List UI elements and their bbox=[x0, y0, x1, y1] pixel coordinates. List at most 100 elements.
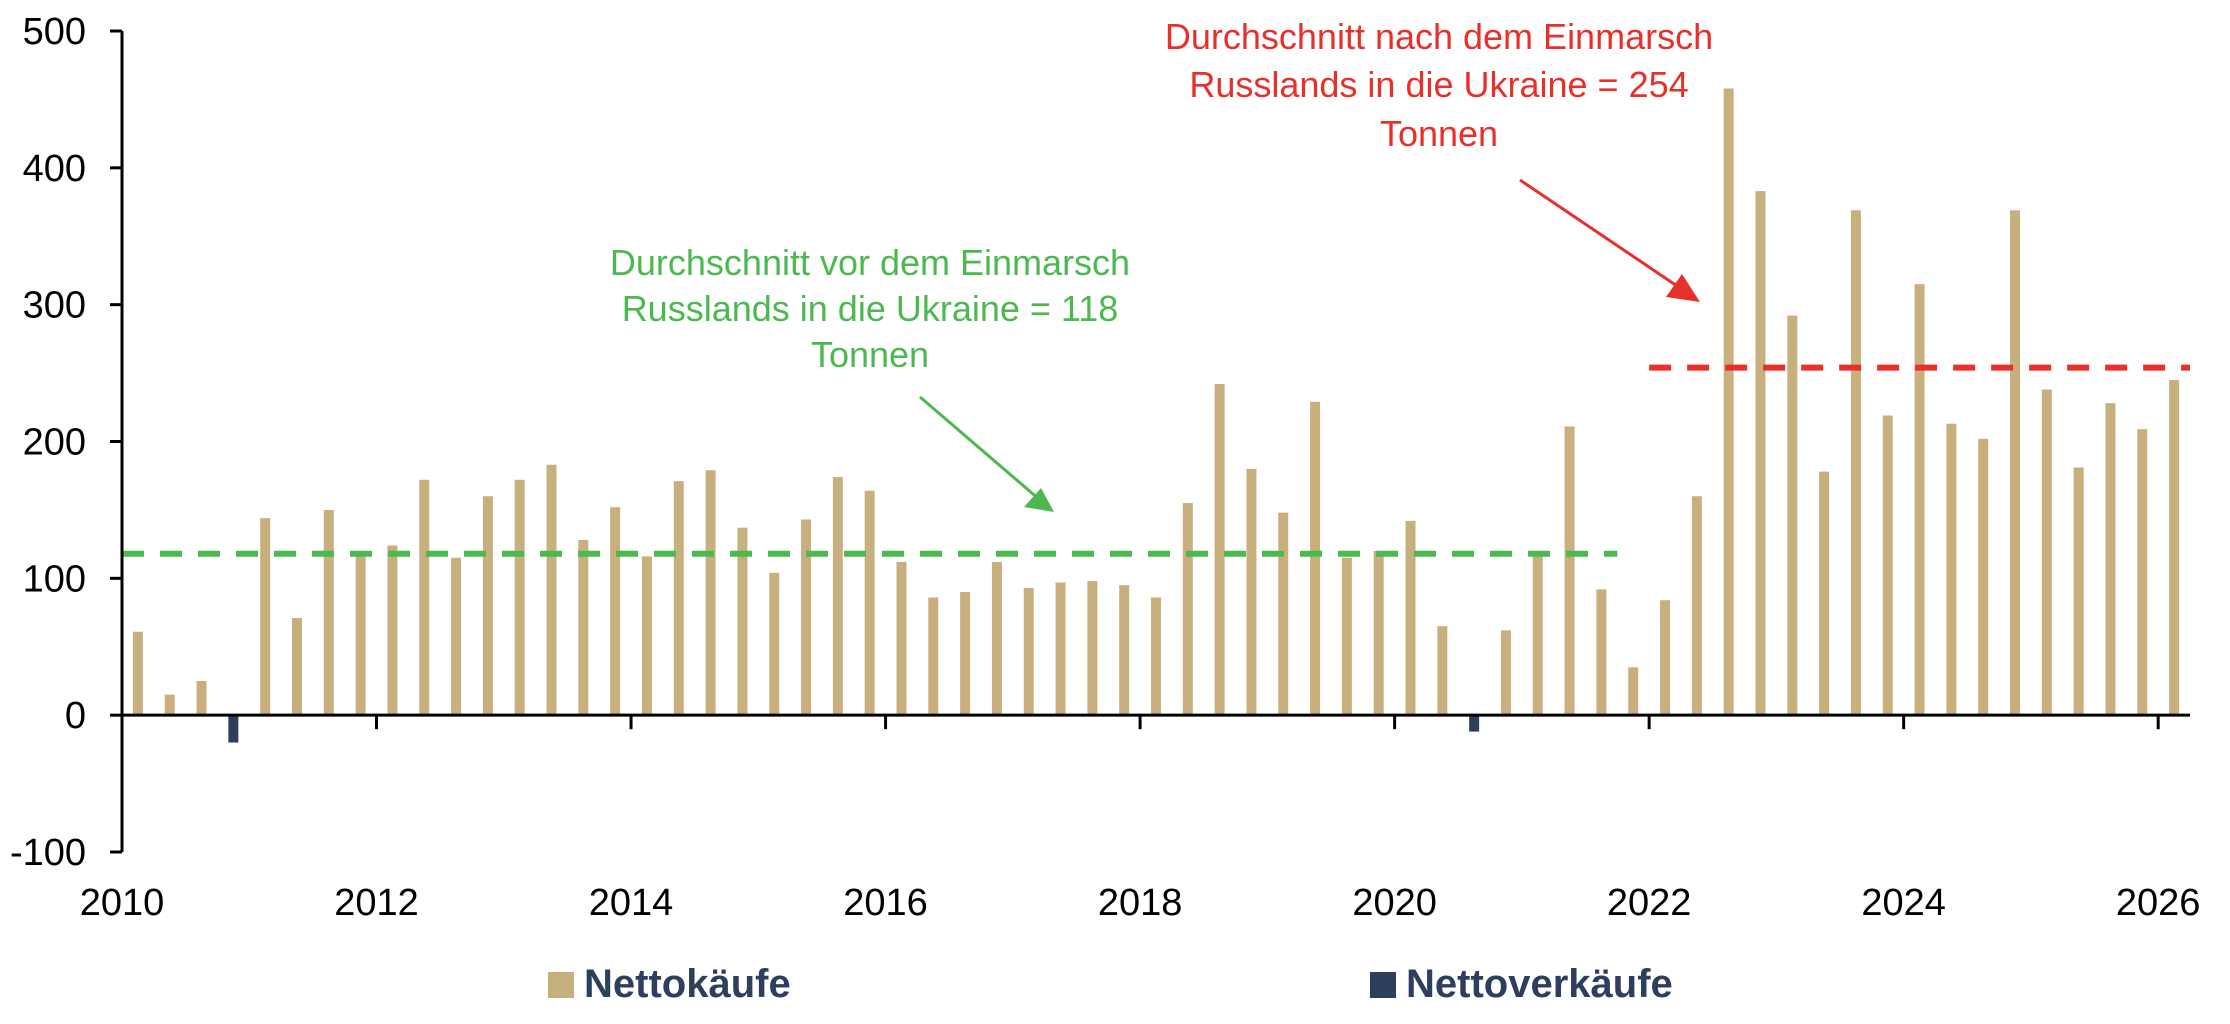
bar-net-purchases bbox=[2169, 379, 2180, 716]
bars-group bbox=[132, 88, 2180, 743]
bar-net-purchases bbox=[1978, 438, 1989, 716]
bar-net-purchases bbox=[1660, 600, 1671, 716]
bar-net-purchases bbox=[260, 518, 271, 716]
bar-net-purchases bbox=[1628, 667, 1639, 716]
average-lines bbox=[122, 364, 2190, 557]
bar-net-purchases bbox=[546, 464, 557, 716]
bar-net-purchases bbox=[1500, 630, 1511, 716]
post-annotation-line-1: Durchschnitt nach dem Einmarsch bbox=[1165, 16, 1713, 57]
bar-net-purchases bbox=[2041, 389, 2052, 716]
bar-net-purchases bbox=[482, 496, 493, 716]
bar-net-purchases bbox=[1278, 512, 1289, 716]
post-annotation-arrow-line bbox=[1519, 178, 1681, 290]
bar-net-purchases bbox=[801, 519, 812, 716]
bar-net-purchases bbox=[705, 470, 716, 716]
bar-net-purchases bbox=[1819, 471, 1830, 716]
legend-label-net-sales: Nettoverkäufe bbox=[1406, 962, 1673, 1006]
bar-net-purchases bbox=[578, 540, 589, 716]
x-tick-label: 2012 bbox=[334, 882, 419, 924]
bar-net-purchases bbox=[387, 545, 398, 716]
x-tick-label: 2010 bbox=[80, 882, 165, 924]
bar-net-purchases bbox=[1691, 496, 1702, 716]
post-annotation-arrowhead bbox=[1666, 274, 1700, 302]
x-tick-label: 2016 bbox=[843, 882, 928, 924]
legend-swatch-net-sales bbox=[1370, 971, 1396, 998]
x-tick-label: 2014 bbox=[589, 882, 674, 924]
pre-annotation-line-3: Tonnen bbox=[811, 334, 929, 375]
bar-net-purchases bbox=[1723, 88, 1734, 716]
bar-net-purchases bbox=[737, 527, 748, 716]
bar-net-purchases bbox=[1246, 468, 1257, 716]
post-annotation-line-2: Russlands in die Ukraine = 254 bbox=[1189, 64, 1688, 105]
y-tick-label: 300 bbox=[23, 285, 86, 327]
bar-net-purchases bbox=[355, 552, 366, 716]
bar-net-purchases bbox=[1946, 423, 1957, 716]
bar-net-purchases bbox=[769, 572, 780, 716]
bar-net-purchases bbox=[2137, 429, 2148, 716]
bar-net-purchases bbox=[1914, 284, 1925, 716]
y-tick-label: 100 bbox=[23, 558, 86, 600]
x-tick-label: 2020 bbox=[1352, 882, 1437, 924]
y-tick-label: 500 bbox=[23, 11, 86, 53]
legend-net-sales: Nettoverkäufe bbox=[1370, 962, 1673, 1007]
bar-net-purchases bbox=[2010, 210, 2021, 716]
bar-net-purchases bbox=[1087, 581, 1098, 716]
bar-net-purchases bbox=[1787, 315, 1798, 716]
x-axis-ticks: 2010 2012 2014 2016 2018 2020 2022 2024 2026 bbox=[80, 715, 2201, 924]
bar-net-purchases bbox=[1882, 415, 1893, 716]
bar-net-purchases bbox=[1310, 401, 1321, 716]
bar-net-purchases bbox=[864, 490, 875, 716]
bar-net-purchases bbox=[291, 618, 302, 716]
bar-net-purchases bbox=[323, 509, 334, 716]
axes bbox=[120, 31, 2190, 852]
y-tick-label: -100 bbox=[10, 832, 86, 874]
bar-net-purchases bbox=[1341, 557, 1352, 716]
bar-net-purchases bbox=[960, 592, 971, 716]
legend-label-net-purchases: Nettokäufe bbox=[584, 962, 791, 1006]
bar-net-purchases bbox=[928, 597, 939, 716]
bar-net-purchases bbox=[1023, 587, 1034, 716]
bar-net-purchases bbox=[641, 556, 652, 716]
bar-net-purchases bbox=[2105, 403, 2116, 716]
bar-net-purchases bbox=[1373, 550, 1384, 716]
pre-annotation-arrowhead bbox=[1024, 488, 1054, 512]
post-invasion-annotation: Durchschnitt nach dem Einmarsch Russland… bbox=[1165, 16, 1713, 302]
bar-net-purchases bbox=[1055, 582, 1066, 716]
x-tick-label: 2024 bbox=[1861, 882, 1946, 924]
y-axis-ticks: 500 400 300 200 100 0 -100 bbox=[10, 11, 122, 874]
x-tick-label: 2026 bbox=[2116, 882, 2201, 924]
bar-net-purchases bbox=[991, 561, 1002, 716]
bar-net-sales bbox=[228, 715, 239, 743]
x-tick-label: 2022 bbox=[1607, 882, 1692, 924]
bar-net-purchases bbox=[451, 557, 462, 716]
bar-net-purchases bbox=[896, 561, 907, 716]
bar-net-purchases bbox=[132, 631, 143, 716]
bar-net-purchases bbox=[1437, 626, 1448, 716]
bar-net-purchases bbox=[1182, 503, 1193, 716]
bar-net-purchases bbox=[1755, 191, 1766, 716]
bar-net-purchases bbox=[419, 479, 430, 716]
x-tick-label: 2018 bbox=[1098, 882, 1183, 924]
pre-annotation-line-1: Durchschnitt vor dem Einmarsch bbox=[610, 242, 1130, 283]
bar-net-purchases bbox=[1850, 210, 1861, 716]
bar-net-purchases bbox=[2073, 467, 2084, 716]
bar-net-purchases bbox=[514, 479, 525, 716]
pre-annotation-line-2: Russlands in die Ukraine = 118 bbox=[622, 288, 1119, 329]
legend-net-purchases: Nettokäufe bbox=[548, 962, 791, 1007]
pre-annotation-arrow-line bbox=[919, 395, 1041, 502]
post-annotation-line-3: Tonnen bbox=[1380, 113, 1498, 154]
pre-invasion-annotation: Durchschnitt vor dem Einmarsch Russlands… bbox=[610, 242, 1130, 512]
bar-net-purchases bbox=[1596, 589, 1607, 716]
bar-net-purchases bbox=[196, 680, 207, 716]
y-tick-label: 200 bbox=[23, 422, 86, 464]
bar-net-purchases bbox=[1532, 553, 1543, 716]
bar-net-purchases bbox=[1564, 426, 1575, 716]
y-tick-label: 0 bbox=[65, 695, 86, 737]
legend-swatch-net-purchases bbox=[548, 971, 574, 998]
bar-net-purchases bbox=[164, 694, 175, 716]
y-tick-label: 400 bbox=[23, 148, 86, 190]
bar-net-purchases bbox=[1405, 520, 1416, 716]
bar-net-purchases bbox=[1119, 585, 1130, 716]
bar-net-purchases bbox=[1214, 384, 1225, 716]
